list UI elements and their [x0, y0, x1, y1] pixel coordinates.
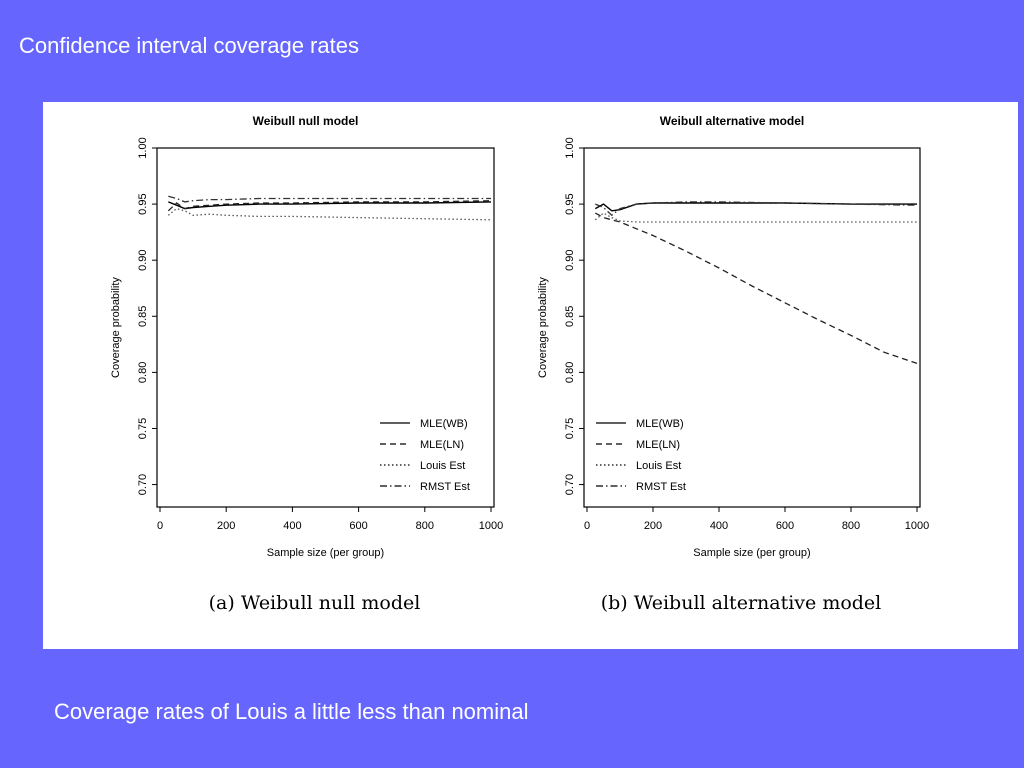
- series-line-3: [167, 207, 492, 221]
- x-tick-label: 0: [584, 520, 590, 532]
- y-tick-label: 0.75: [137, 418, 149, 439]
- x-tick-label: 200: [644, 520, 662, 532]
- plot-frame: [583, 147, 921, 508]
- figure-svg: Weibull null model 0.70 0.75 0.80 0.85 0.90 0.…: [110, 114, 929, 614]
- y-tick-label: 1.00: [564, 137, 576, 158]
- x-tick-label: 400: [283, 520, 301, 532]
- legend-label: MLE(LN): [636, 439, 680, 451]
- y-tick-label: 0.70: [137, 474, 149, 495]
- x-tick-label: 0: [157, 520, 163, 532]
- figure-panel: Weibull null model 0.70 0.75 0.80 0.85 0.90 0.…: [43, 102, 1018, 649]
- figure-caption: (b) Weibull alternative model: [601, 592, 882, 614]
- x-tick-label: 800: [416, 520, 434, 532]
- plot-frame: [156, 147, 495, 508]
- slide-footer: Coverage rates of Louis a little less th…: [54, 699, 529, 724]
- series-line-4: [168, 195, 491, 203]
- x-tick-label: 600: [776, 520, 794, 532]
- legend: MLE(WB) MLE(LN) Louis Est RMST Est: [596, 418, 686, 493]
- legend-label: MLE(WB): [636, 418, 684, 430]
- slide-title: Confidence interval coverage rates: [19, 33, 359, 58]
- legend-label: Louis Est: [636, 460, 681, 472]
- series-line-1: [168, 201, 492, 210]
- legend-label: MLE(LN): [420, 439, 464, 451]
- figure-caption: (a) Weibull null model: [209, 592, 421, 614]
- legend-label: MLE(WB): [420, 418, 468, 430]
- legend-label: RMST Est: [420, 481, 470, 493]
- series-line-2: [167, 200, 492, 212]
- y-tick-label: 0.90: [564, 249, 576, 270]
- y-tick-label: 0.85: [137, 306, 149, 327]
- series-line-3: [594, 212, 917, 223]
- y-tick-label: 0.85: [564, 306, 576, 327]
- series-line-4: [595, 201, 918, 217]
- x-tick-label: 200: [217, 520, 235, 532]
- y-axis-label: Coverage probability: [537, 277, 549, 378]
- y-axis-label: Coverage probability: [110, 277, 122, 378]
- legend-label: RMST Est: [636, 481, 686, 493]
- x-tick-label: 1000: [905, 520, 929, 532]
- x-axis-label: Sample size (per group): [693, 547, 810, 559]
- x-tick-label: 1000: [479, 520, 503, 532]
- y-tick-label: 1.00: [137, 137, 149, 158]
- y-tick-label: 0.80: [564, 362, 576, 383]
- x-tick-label: 400: [710, 520, 728, 532]
- y-tick-label: 0.70: [564, 474, 576, 495]
- chart-title: Weibull null model: [253, 114, 359, 128]
- x-tick-label: 600: [349, 520, 367, 532]
- y-tick-label: 0.75: [564, 418, 576, 439]
- y-tick-label: 0.90: [137, 249, 149, 270]
- chart-panel-1: Weibull null model 0.70 0.75 0.80 0.85 0.90 0.…: [110, 114, 503, 614]
- chart-title: Weibull alternative model: [660, 114, 804, 128]
- chart-panel-2: Weibull alternative model 0.70 0.75 0.80 0.8…: [537, 114, 929, 614]
- y-tick-label: 0.95: [564, 193, 576, 214]
- legend-label: Louis Est: [420, 460, 465, 472]
- y-tick-label: 0.80: [137, 362, 149, 383]
- series-line-2: [594, 212, 918, 365]
- x-axis-label: Sample size (per group): [267, 547, 384, 559]
- y-tick-label: 0.95: [137, 193, 149, 214]
- legend: MLE(WB) MLE(LN) Louis Est RMST Est: [380, 418, 470, 493]
- x-tick-label: 800: [842, 520, 860, 532]
